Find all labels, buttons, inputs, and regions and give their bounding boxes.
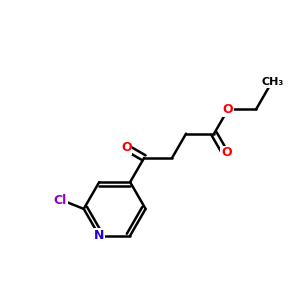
Text: O: O [121, 141, 132, 154]
Text: N: N [94, 229, 104, 242]
Text: O: O [221, 146, 232, 159]
Text: O: O [223, 103, 233, 116]
Text: Cl: Cl [54, 194, 67, 207]
Text: CH₃: CH₃ [262, 77, 284, 87]
